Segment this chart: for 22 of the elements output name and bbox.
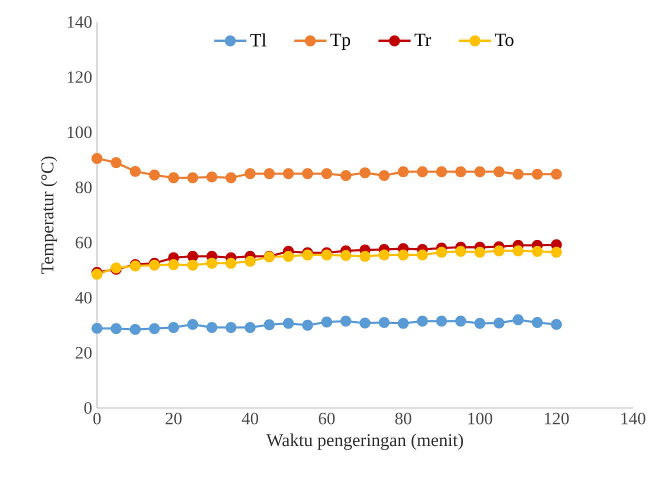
x-tick-label: 0 — [93, 412, 101, 424]
legend-label: Tr — [414, 34, 432, 46]
y-tick-label: 120 — [68, 71, 92, 83]
y-tick-label: 80 — [76, 182, 92, 194]
y-tick-label: 140 — [68, 16, 92, 28]
y-tick-label: 20 — [76, 347, 92, 359]
x-tick-label: 120 — [544, 412, 569, 424]
legend-label: Tl — [250, 33, 266, 46]
legend-label: Tp — [330, 34, 350, 50]
legend-label: To — [495, 34, 514, 46]
y-tick-label: 100 — [68, 126, 92, 138]
x-tick-label: 20 — [166, 412, 182, 424]
y-tick-label: 0 — [84, 402, 92, 414]
x-tick-label: 100 — [468, 412, 492, 424]
x-tick-label: 140 — [622, 412, 646, 424]
y-tick-label: 40 — [75, 292, 92, 304]
x-tick-label: 80 — [395, 412, 412, 424]
x-tick-label: 60 — [318, 412, 335, 424]
y-axis-title: Temperatur (°C) — [40, 156, 58, 274]
x-axis-title: Waktu pengeringan (menit) — [266, 434, 463, 450]
y-tick-label: 60 — [76, 236, 92, 248]
x-tick-label: 40 — [242, 412, 258, 424]
